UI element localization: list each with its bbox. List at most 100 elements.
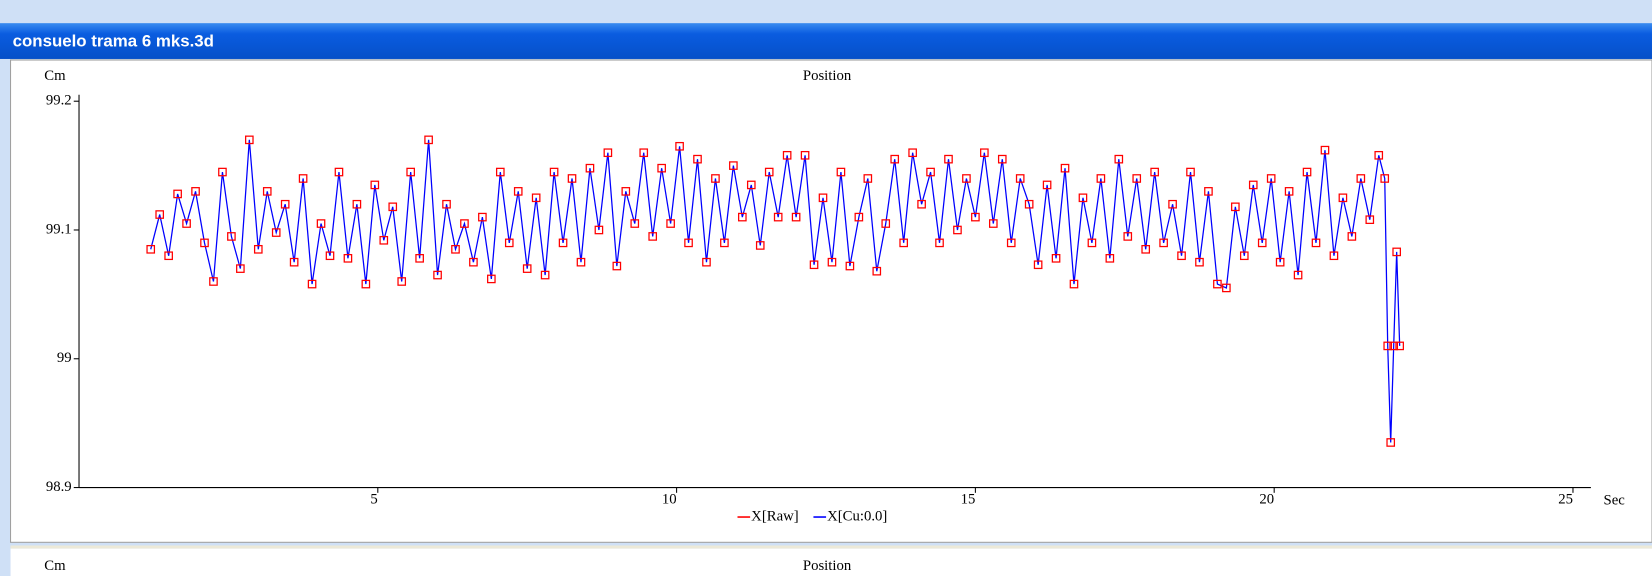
marker [262,187,272,196]
marker [1204,187,1213,196]
marker [146,244,156,254]
marker [827,257,837,267]
marker [209,277,218,286]
marker [1374,150,1384,160]
marker [1051,254,1061,263]
marker [1380,174,1390,183]
marker [182,219,191,228]
marker [1222,283,1231,293]
marker [1015,174,1025,183]
marker [1275,257,1285,267]
marker [316,219,326,228]
marker [1293,270,1303,280]
marker [1141,244,1151,254]
marker [612,261,622,271]
marker [576,257,586,267]
marker [890,154,900,164]
marker [1389,341,1399,351]
splitter[interactable] [10,545,1652,549]
marker [872,266,882,276]
marker [1284,187,1294,196]
marker [1329,251,1339,261]
marker [540,270,550,280]
marker [1338,193,1348,203]
marker [899,238,908,248]
marker [1302,167,1312,177]
marker [997,154,1007,164]
marker [1231,202,1240,212]
chart-panel [10,59,1652,543]
marker [1257,238,1267,248]
marker [558,238,568,248]
marker [738,212,747,222]
marker [729,161,738,170]
marker [433,270,442,280]
marker [406,167,415,177]
marker [746,180,756,190]
marker [1078,193,1088,203]
marker [352,199,362,209]
marker [495,167,505,177]
marker [720,238,729,248]
marker [1150,167,1159,177]
marker [854,212,864,222]
marker [1311,238,1321,248]
y-tick-label: 99.1 [46,221,72,237]
marker [424,135,433,145]
marker [953,225,962,235]
marker [836,167,846,177]
marker [971,212,980,222]
lower-y-label: Cm [44,558,66,574]
x-tick-label: 20 [1259,492,1274,508]
marker [343,254,353,263]
marker [504,238,514,248]
marker [200,238,209,248]
marker [415,254,424,263]
marker [800,150,810,160]
marker [980,148,989,158]
marker [370,180,380,190]
marker [809,260,819,270]
marker [1069,279,1079,289]
marker [1248,180,1258,190]
marker [397,277,407,286]
marker [782,150,792,160]
marker [253,244,263,254]
marker [935,238,944,248]
marker [764,167,774,177]
marker [881,219,891,228]
marker [1087,238,1097,248]
marker [675,141,684,151]
marker [585,163,595,173]
marker [1356,174,1366,183]
window-title: consuelo trama 6 mks.3d [13,32,214,51]
marker [1266,174,1276,183]
marker [1177,251,1186,261]
marker [1239,251,1249,261]
marker [621,187,631,196]
marker [603,148,613,158]
marker [988,219,998,228]
marker [271,228,281,237]
marker [648,232,658,241]
marker [155,210,165,219]
marker [711,174,720,183]
y-tick-label: 99.2 [46,93,72,109]
marker [1096,174,1106,183]
marker [531,193,541,203]
marker [962,174,971,183]
x-tick-label: 10 [662,492,677,508]
marker [307,279,317,289]
marker [173,189,182,199]
title-bar[interactable] [0,23,1652,59]
marker [236,264,245,273]
marker [1213,279,1222,289]
marker [191,187,200,196]
marker [594,225,604,235]
marker [513,187,523,196]
marker [693,154,702,164]
series-line [150,139,1401,443]
marker [1105,254,1115,263]
marker [1060,163,1070,173]
marker [388,202,398,212]
